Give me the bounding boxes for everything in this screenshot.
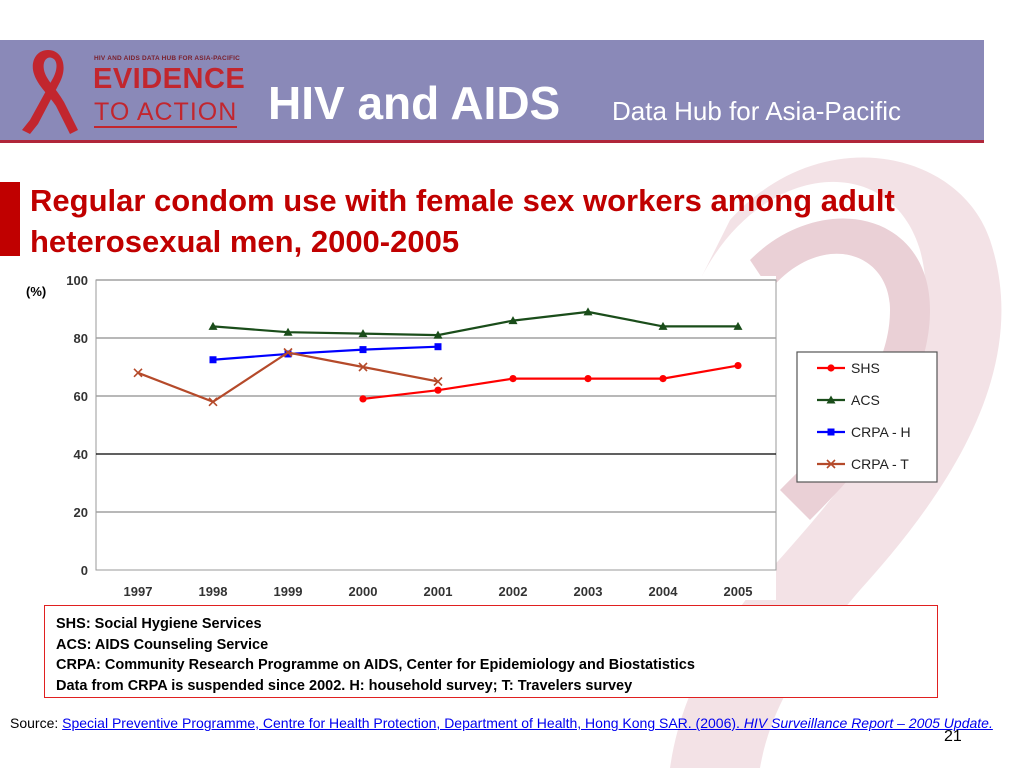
- x-tick-label: 2001: [424, 584, 453, 599]
- logo-action-text: TO ACTION: [94, 98, 238, 128]
- title-accent-bar: [0, 182, 20, 256]
- logo-evidence-text: EVIDENCE: [93, 63, 246, 95]
- data-point-shs: [434, 386, 442, 394]
- note-shs: SHS: Social Hygiene Services: [56, 616, 262, 632]
- notes-box: SHS: Social Hygiene Services ACS: AIDS C…: [44, 605, 938, 698]
- source-link[interactable]: Special Preventive Programme, Centre for…: [62, 715, 744, 731]
- y-tick-label: 20: [74, 505, 88, 520]
- red-ribbon-icon: [22, 50, 78, 134]
- x-tick-label: 2003: [574, 584, 603, 599]
- x-tick-label: 2004: [649, 584, 679, 599]
- header-band: HIV AND AIDS DATA HUB FOR ASIA-PACIFIC E…: [0, 40, 984, 143]
- x-tick-label: 2000: [349, 584, 378, 599]
- note-acs: ACS: AIDS Counseling Service: [56, 636, 269, 653]
- x-tick-label: 2005: [724, 584, 753, 599]
- hub-title: HIV and AIDS: [268, 77, 561, 129]
- data-point-shs: [509, 375, 517, 383]
- legend-label-crpa-t: CRPA - T: [851, 456, 909, 472]
- data-point-crpa-h: [434, 343, 442, 351]
- data-point-shs: [734, 361, 742, 370]
- legend-label-acs: ACS: [851, 392, 880, 408]
- source-report-link[interactable]: HIV Surveillance Report – 2005 Update.: [743, 715, 993, 731]
- logo: HIV AND AIDS DATA HUB FOR ASIA-PACIFIC E…: [18, 46, 248, 136]
- page-number: 21: [944, 728, 962, 745]
- y-tick-label: 40: [74, 447, 88, 462]
- y-tick-label: 60: [74, 389, 88, 404]
- data-point-shs: [359, 395, 367, 403]
- x-tick-label: 2002: [499, 584, 528, 599]
- y-tick-label: 80: [74, 331, 88, 346]
- x-tick-label: 1999: [274, 584, 303, 599]
- slide-title: Regular condom use with female sex worke…: [30, 183, 895, 259]
- data-point-acs: [283, 327, 293, 336]
- data-point-crpa-h: [284, 350, 292, 358]
- data-point-acs: [433, 330, 443, 339]
- data-point-crpa-t: [433, 376, 443, 387]
- legend-marker-crpa-h: [827, 428, 835, 436]
- data-point-acs: [733, 321, 743, 330]
- data-point-crpa-t: [358, 362, 368, 372]
- source-label: Source:: [10, 715, 63, 731]
- series-line-shs: [362, 364, 739, 400]
- data-point-acs: [208, 321, 218, 330]
- data-point-crpa-t: [283, 347, 293, 358]
- legend-label-shs: SHS: [851, 360, 880, 376]
- legend-box: [796, 351, 938, 483]
- note-crpa-suspended: Data from CRPA is suspended since 2002. …: [56, 677, 633, 694]
- data-point-acs: [508, 316, 518, 325]
- y-tick-label: 0: [81, 563, 88, 578]
- data-point-shs: [584, 375, 592, 383]
- y-tick-label: 100: [66, 273, 88, 288]
- data-point-acs: [583, 307, 593, 316]
- legend-marker-acs: [826, 395, 836, 404]
- logo-tagline: HIV AND AIDS DATA HUB FOR ASIA-PACIFIC: [94, 55, 241, 62]
- data-point-crpa-h: [209, 356, 217, 364]
- line-chart: (%) 0 20 40 60 80 100 1997 1998 1999 2000 2001 2002…: [26, 273, 938, 600]
- legend-marker-crpa-t: [826, 459, 836, 469]
- data-point-shs: [659, 375, 667, 383]
- data-point-acs: [358, 329, 368, 338]
- hub-subtitle: Data Hub for Asia-Pacific: [612, 96, 902, 126]
- legend-marker-shs: [827, 364, 835, 372]
- data-point-crpa-t: [208, 397, 218, 407]
- series-line-acs: [212, 310, 738, 337]
- legend-label-crpa-h: CRPA - H: [851, 424, 911, 440]
- data-point-crpa-h: [359, 346, 367, 354]
- chart-plot-background: [96, 276, 776, 600]
- note-crpa: CRPA: Community Research Programme on AI…: [56, 657, 695, 673]
- data-point-crpa-t: [133, 368, 143, 378]
- data-point-acs: [658, 321, 668, 330]
- y-axis-unit-label: (%): [26, 284, 46, 299]
- source-citation: Source: Special Preventive Programme, Ce…: [10, 713, 1015, 733]
- x-tick-label: 1997: [124, 584, 153, 599]
- series-line-crpa-h: [212, 345, 439, 361]
- x-tick-label: 1998: [199, 584, 228, 599]
